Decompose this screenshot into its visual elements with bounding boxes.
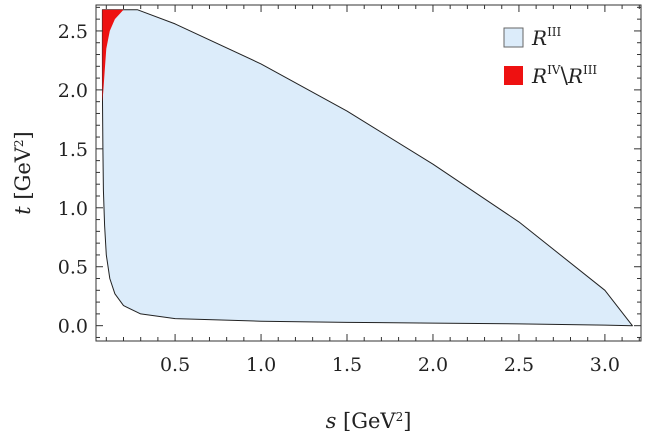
plot-frame: [95, 4, 642, 342]
legend-label-region-iv-minus-iii: RIV\RIII: [531, 63, 597, 89]
region-iv-minus-iii-area: [102, 9, 124, 102]
y-axis-label: t [GeV2]: [11, 131, 35, 215]
region-iii-area: [101, 9, 633, 327]
x-tick-label: 3.0: [590, 354, 620, 376]
x-axis-label: s [GeV2]: [326, 409, 412, 433]
y-tick-label: 1.5: [58, 139, 88, 161]
x-tick-label: 0.5: [160, 354, 190, 376]
series-layer: [101, 9, 633, 327]
legend: RIII RIV\RIII: [503, 25, 597, 89]
y-tick-label: 0.5: [58, 257, 88, 279]
y-tick-label: 2.5: [58, 21, 88, 43]
y-tick-label: 1.0: [58, 198, 88, 220]
tick-layer: 0.5 1.0 1.5 2.0 2.5 3.0 0.0 0.5 1.0 1.5 2.0 2.5: [58, 5, 641, 376]
x-tick-label: 2.5: [504, 354, 534, 376]
y-tick-label: 2.0: [58, 80, 88, 102]
legend-label-region-iii: RIII: [531, 25, 562, 50]
x-tick-label: 1.0: [246, 354, 276, 376]
x-tick-label: 2.0: [418, 354, 448, 376]
y-tick-label: 0.0: [58, 316, 88, 338]
x-tick-label: 1.5: [332, 354, 362, 376]
legend-swatch-region-iv-minus-iii: [504, 66, 523, 85]
legend-swatch-region-iii: [503, 27, 524, 48]
